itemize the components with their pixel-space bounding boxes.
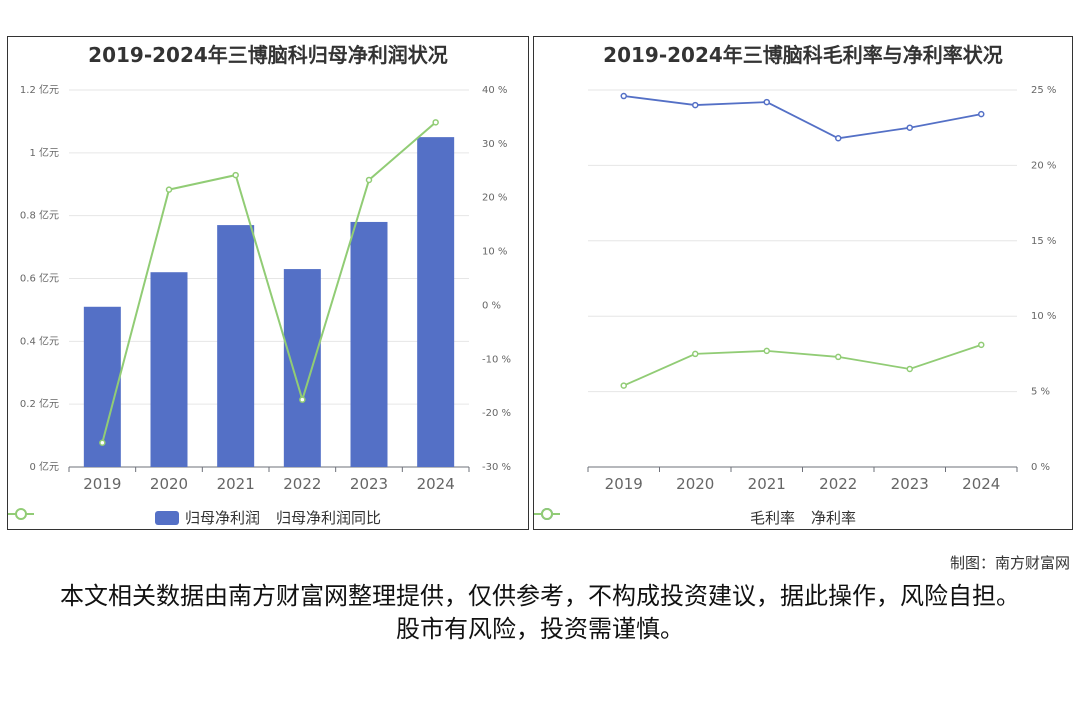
y-tick-label-left: 0 亿元 [29, 460, 59, 473]
y-tick-label-right: 20 % [482, 193, 507, 204]
series-line-yoy [101, 121, 437, 444]
legend-label-net-profit: 归母净利润 [184, 509, 260, 527]
right-chart-svg: 0 % 5 % 10 % 15 % 20 % 25 % 2019 2020 2021 2022 20… [587, 85, 1056, 493]
data-point [763, 347, 770, 355]
y-tick-label-left: 0.2 亿元 [20, 397, 59, 410]
y-tick-label-right: 30 % [482, 139, 507, 150]
y-tick-label: 5 % [1031, 387, 1050, 398]
y-tick-label-left: 0.8 亿元 [20, 209, 59, 222]
x-tick-label: 2021 [217, 475, 255, 493]
data-point [692, 350, 699, 358]
data-point [165, 186, 173, 193]
disclaimer-text: 本文相关数据由南方财富网整理提供，仅供参考，不构成投资建议，据此操作，风险自担。… [60, 582, 1020, 643]
right-chart-title: 2019-2024年三博脑科毛利率与净利率状况 [603, 43, 1003, 67]
bar [283, 269, 321, 467]
right-chart-legend: 毛利率 净利率 [534, 507, 1072, 528]
data-point [906, 365, 913, 373]
left-chart-title: 2019-2024年三博脑科归母净利润状况 [88, 43, 448, 67]
data-point [692, 101, 699, 109]
x-tick-label: 2022 [283, 475, 321, 493]
y-tick-label-right: -30 % [482, 462, 511, 473]
data-point [763, 98, 770, 106]
y-tick-label: 0 % [1031, 462, 1050, 473]
x-tick-label: 2024 [417, 475, 455, 493]
legend-label-gross-margin: 毛利率 [749, 509, 795, 527]
data-point [299, 396, 306, 403]
legend-item-net-profit-yoy[interactable]: 归母净利润同比 [8, 507, 382, 528]
data-point [432, 119, 439, 126]
data-point [365, 176, 373, 184]
data-point [906, 124, 913, 131]
x-tick-label: 2019 [83, 475, 121, 493]
legend-swatch-bar-icon [154, 510, 179, 525]
left-chart-svg: 0 亿元 0.2 亿元 0.4 亿元 0.6 亿元 0.8 亿元 1 亿元 1.2 亿元 -3… [20, 83, 511, 493]
y-tick-label-right: 0 % [482, 300, 501, 311]
chart-credit: 制图：南方财富网 [949, 554, 1070, 572]
data-point [620, 92, 627, 100]
x-tick-label: 2023 [891, 475, 929, 493]
y-tick-label-right: 10 % [482, 247, 507, 258]
data-point [620, 382, 627, 389]
data-point [99, 439, 106, 447]
x-tick-label: 2021 [748, 475, 786, 493]
y-tick-label-right: -20 % [482, 408, 511, 419]
y-tick-label-left: 1 亿元 [29, 146, 59, 159]
y-tick-label-left: 0.6 亿元 [20, 272, 59, 285]
bar [350, 221, 388, 467]
legend-item-net-profit[interactable]: 归母净利润 [154, 507, 260, 528]
bar [150, 272, 188, 467]
legend-item-net-margin[interactable]: 净利率 [534, 507, 857, 528]
y-tick-label: 20 % [1031, 160, 1056, 171]
y-tick-label: 25 % [1031, 85, 1056, 96]
y-tick-label: 15 % [1031, 236, 1056, 247]
x-tick-label: 2020 [150, 475, 188, 493]
data-point [835, 135, 842, 142]
y-tick-label-left: 0.4 亿元 [20, 334, 59, 347]
left-chart-panel: 0 亿元 0.2 亿元 0.4 亿元 0.6 亿元 0.8 亿元 1 亿元 1.2 亿元 -3… [7, 36, 529, 530]
x-tick-label: 2024 [962, 475, 1000, 493]
series-line-net-margin [623, 343, 982, 387]
legend-label-net-margin: 净利率 [811, 509, 857, 527]
data-point [978, 341, 985, 349]
data-point [232, 171, 239, 179]
data-point [835, 353, 842, 361]
x-tick-label: 2022 [819, 475, 857, 493]
y-tick-label: 10 % [1031, 311, 1056, 322]
left-chart-legend: 归母净利润 归母净利润同比 [8, 507, 528, 528]
y-tick-label-left: 1.2 亿元 [20, 83, 59, 96]
y-tick-label-right: 40 % [482, 85, 507, 96]
legend-label-net-profit-yoy: 归母净利润同比 [276, 509, 382, 527]
legend-swatch-line-icon [534, 508, 560, 520]
series-line-gross-margin [623, 95, 982, 140]
x-tick-label: 2023 [350, 475, 388, 493]
x-tick-label: 2020 [676, 475, 714, 493]
right-chart-panel: 0 % 5 % 10 % 15 % 20 % 25 % 2019 2020 2021 2022 20… [533, 36, 1073, 530]
legend-item-gross-margin[interactable]: 毛利率 [534, 507, 795, 528]
legend-swatch-line-icon [8, 508, 34, 520]
data-point [978, 110, 985, 118]
bar [417, 137, 455, 467]
bar [217, 225, 255, 467]
y-tick-label-right: -10 % [482, 354, 511, 365]
x-tick-label: 2019 [605, 475, 643, 493]
